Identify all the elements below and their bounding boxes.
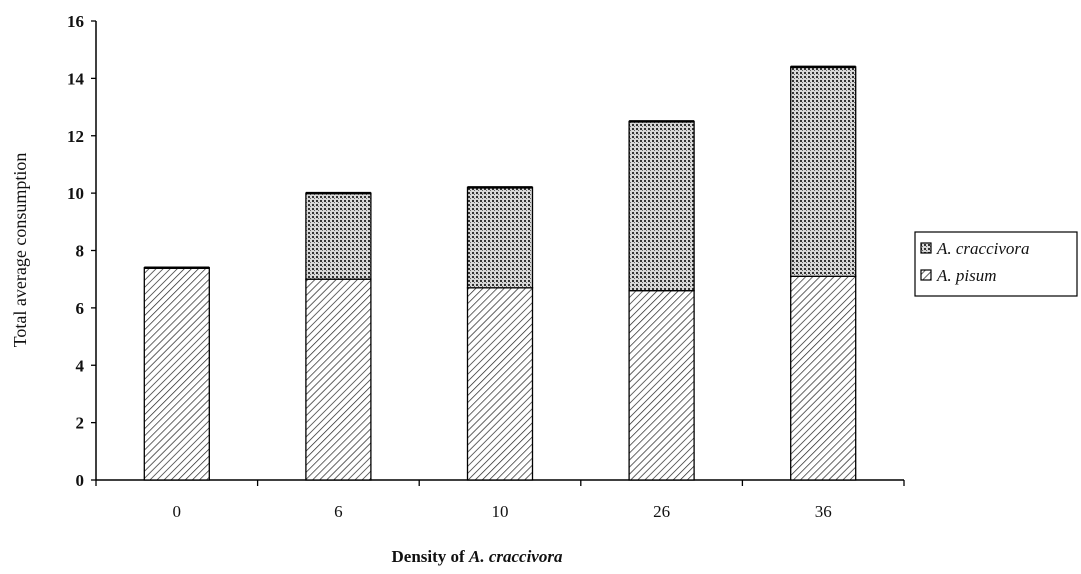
y-tick-label: 0 (76, 471, 85, 490)
bar-segment-a-pisum (466, 287, 534, 481)
y-tick-label: 14 (67, 69, 85, 88)
legend-swatch (920, 242, 932, 254)
bars (143, 65, 857, 481)
bar-segment-a-craccivora (305, 192, 372, 280)
axes: 0 2 4 6 8 10 12 14 16 (67, 12, 905, 490)
y-tick-label: 2 (76, 414, 85, 433)
y-tick-label: 8 (76, 242, 85, 261)
x-axis-title: Density of A. craccivora (392, 547, 563, 566)
bar-segment-a-craccivora (466, 186, 534, 289)
x-tick-label: 6 (334, 502, 343, 521)
x-tick-label: 10 (492, 502, 509, 521)
legend-label: A. craccivora (936, 239, 1030, 258)
x-axis-title-prefix: Density of (392, 547, 469, 566)
y-tick-label: 12 (67, 127, 84, 146)
legend-label: A. pisum (936, 266, 997, 285)
bar-segment-a-pisum (305, 278, 372, 481)
x-tick-label: 26 (653, 502, 670, 521)
bar-segment-a-pisum (628, 290, 695, 481)
bar-segment-a-pisum (143, 267, 210, 481)
bar-segment-a-craccivora (628, 120, 695, 292)
bar-segment-a-craccivora (790, 66, 857, 277)
y-tick-label: 16 (67, 12, 84, 31)
x-tick-label: 0 (173, 502, 182, 521)
x-tick-label: 36 (815, 502, 832, 521)
legend-box (914, 231, 1078, 297)
y-axis-title: Total average consumption (10, 153, 30, 348)
y-tick-label: 6 (76, 299, 85, 318)
legend-swatch (920, 269, 932, 281)
x-axis-title-species: A. craccivora (468, 547, 563, 566)
bar-segment-a-pisum (790, 275, 857, 481)
legend: A. craccivora A. pisum (914, 231, 1078, 297)
y-tick-label: 4 (76, 356, 85, 375)
y-tick-label: 10 (67, 184, 84, 203)
